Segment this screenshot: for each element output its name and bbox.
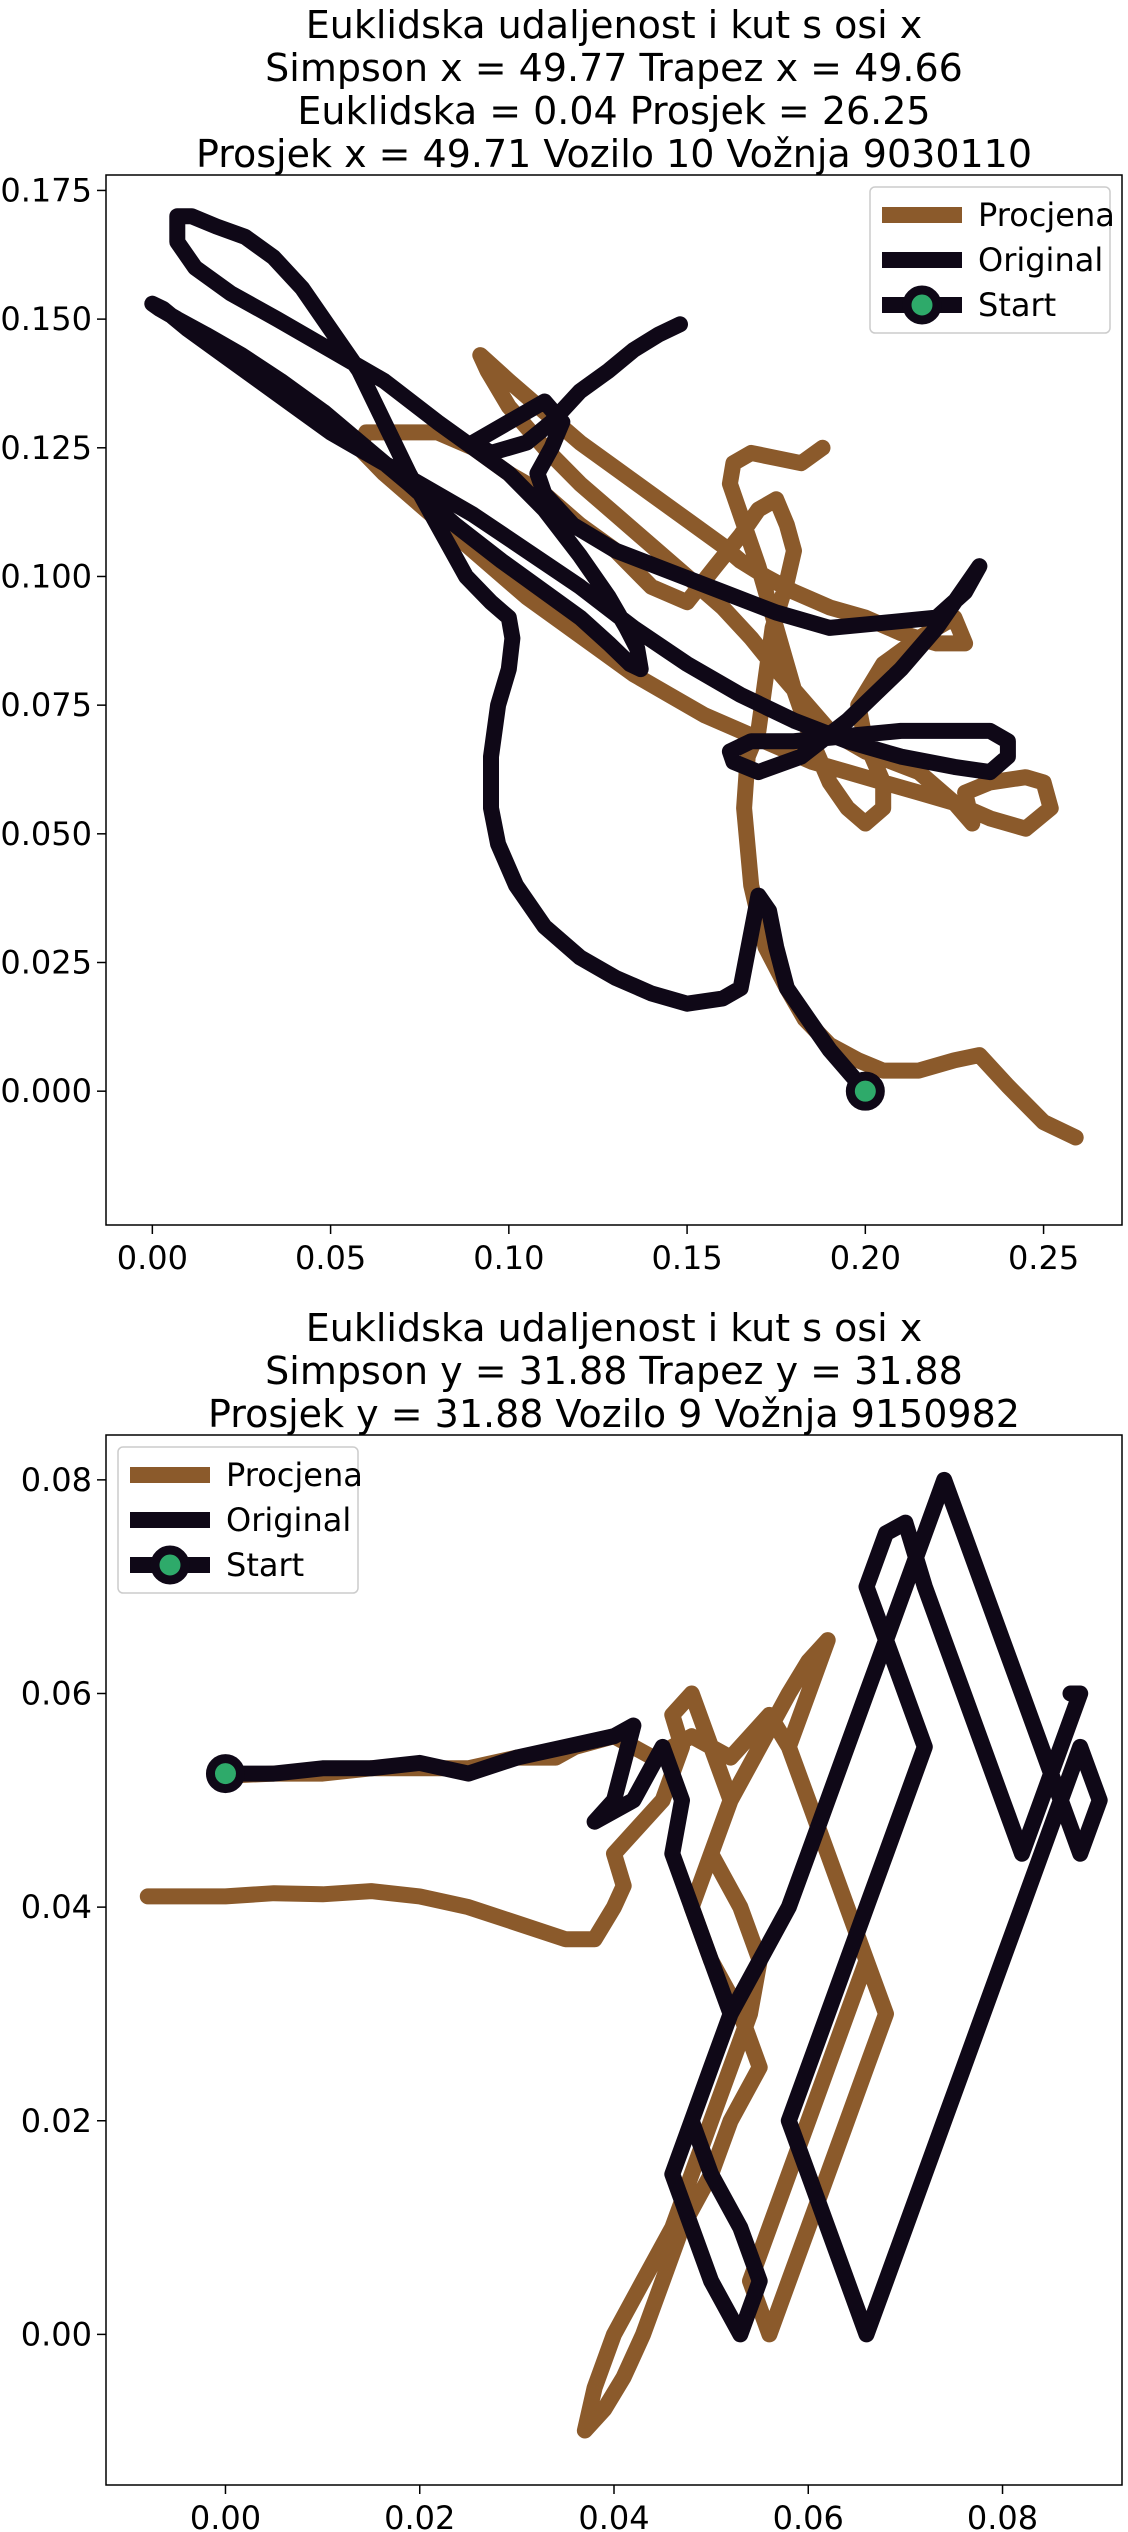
chart-1-legend: Procjena Original Start xyxy=(869,186,1115,334)
chart-1-x-tick-label: 0.05 xyxy=(295,1239,366,1277)
chart-1-x-tick-label: 0.00 xyxy=(117,1239,188,1277)
chart-2-series-original-line xyxy=(217,1471,1108,2343)
chart-1-title-line-4: Prosjek x = 49.71 Vozilo 10 Vožnja 90301… xyxy=(196,132,1032,176)
chart-2: Euklidska udaljenost i kut s osi x Simps… xyxy=(21,1306,1123,2532)
chart-1-y-ticks: 0.000 0.025 0.050 0.075 0.100 0.125 0.150 0.175 xyxy=(0,171,106,1110)
chart-1-y-tick-label: 0.125 xyxy=(0,429,92,467)
chart-1-y-tick-label: 0.100 xyxy=(0,557,92,595)
chart-2-x-tick-label: 0.06 xyxy=(773,2499,844,2532)
chart-2-start-marker xyxy=(205,1754,245,1794)
chart-1-title-line-1: Euklidska udaljenost i kut s osi x xyxy=(306,3,923,47)
chart-2-title-line-1: Euklidska udaljenost i kut s osi x xyxy=(306,1306,923,1350)
chart-1-y-tick-label: 0.000 xyxy=(0,1072,92,1110)
chart-2-title-line-2: Simpson y = 31.88 Trapez y = 31.88 xyxy=(265,1349,963,1393)
chart-1-series-procjena-line xyxy=(351,347,1084,1146)
chart-1-title: Euklidska udaljenost i kut s osi x Simps… xyxy=(196,3,1032,176)
chart-1-y-tick-label: 0.050 xyxy=(0,815,92,853)
chart-2-legend: Procjena Original Start xyxy=(117,1446,363,1594)
chart-1-title-line-3: Euklidska = 0.04 Prosjek = 26.25 xyxy=(297,89,930,133)
chart-1-y-tick-label: 0.025 xyxy=(0,944,92,982)
chart-1-x-tick-label: 0.20 xyxy=(830,1239,901,1277)
chart-1-x-ticks: 0.00 0.05 0.10 0.15 0.20 0.25 xyxy=(117,1225,1079,1277)
chart-2-x-tick-label: 0.04 xyxy=(578,2499,649,2532)
chart-2-y-tick-label: 0.06 xyxy=(21,1674,92,1712)
chart-1-legend-swatch-start xyxy=(882,285,962,325)
chart-1-plot-area xyxy=(144,208,1084,1146)
chart-2-title-line-3: Prosjek y = 31.88 Vozilo 9 Vožnja 915098… xyxy=(208,1392,1020,1436)
chart-1-title-line-2: Simpson x = 49.77 Trapez x = 49.66 xyxy=(265,46,963,90)
chart-1-axes-frame xyxy=(105,174,1123,1226)
chart-2-y-tick-label: 0.00 xyxy=(21,2315,92,2353)
chart-1-start-marker xyxy=(845,1071,885,1111)
chart-2-legend-swatch-start xyxy=(130,1545,210,1585)
chart-2-legend-label-start: Start xyxy=(226,1546,304,1584)
chart-2-x-tick-label: 0.02 xyxy=(384,2499,455,2532)
chart-2-legend-label-original: Original xyxy=(226,1501,351,1539)
chart-2-x-ticks: 0.00 0.02 0.04 0.06 0.08 xyxy=(190,2485,1038,2532)
chart-1-legend-label-original: Original xyxy=(978,241,1103,279)
chart-2-legend-label-procjena: Procjena xyxy=(226,1456,363,1494)
chart-1-y-tick-label: 0.175 xyxy=(0,171,92,209)
chart-1-x-tick-label: 0.25 xyxy=(1008,1239,1079,1277)
chart-2-y-tick-label: 0.02 xyxy=(21,2102,92,2140)
chart-1-x-tick-label: 0.15 xyxy=(651,1239,722,1277)
chart-2-x-tick-label: 0.00 xyxy=(190,2499,261,2532)
chart-1-y-tick-label: 0.075 xyxy=(0,686,92,724)
chart-1: Euklidska udaljenost i kut s osi x Simps… xyxy=(0,3,1123,1277)
chart-1-legend-label-start: Start xyxy=(978,286,1056,324)
chart-2-title: Euklidska udaljenost i kut s osi x Simps… xyxy=(208,1306,1020,1436)
chart-1-y-tick-label: 0.150 xyxy=(0,300,92,338)
chart-2-plot-area xyxy=(139,1471,1108,2439)
chart-1-series-original-line xyxy=(144,208,1016,1100)
chart-1-x-tick-label: 0.10 xyxy=(473,1239,544,1277)
chart-1-legend-label-procjena: Procjena xyxy=(978,196,1115,234)
chart-2-x-tick-label: 0.08 xyxy=(967,2499,1038,2532)
chart-2-y-ticks: 0.00 0.02 0.04 0.06 0.08 xyxy=(21,1461,106,2353)
chart-2-y-tick-label: 0.04 xyxy=(21,1888,92,1926)
chart-2-y-tick-label: 0.08 xyxy=(21,1461,92,1499)
